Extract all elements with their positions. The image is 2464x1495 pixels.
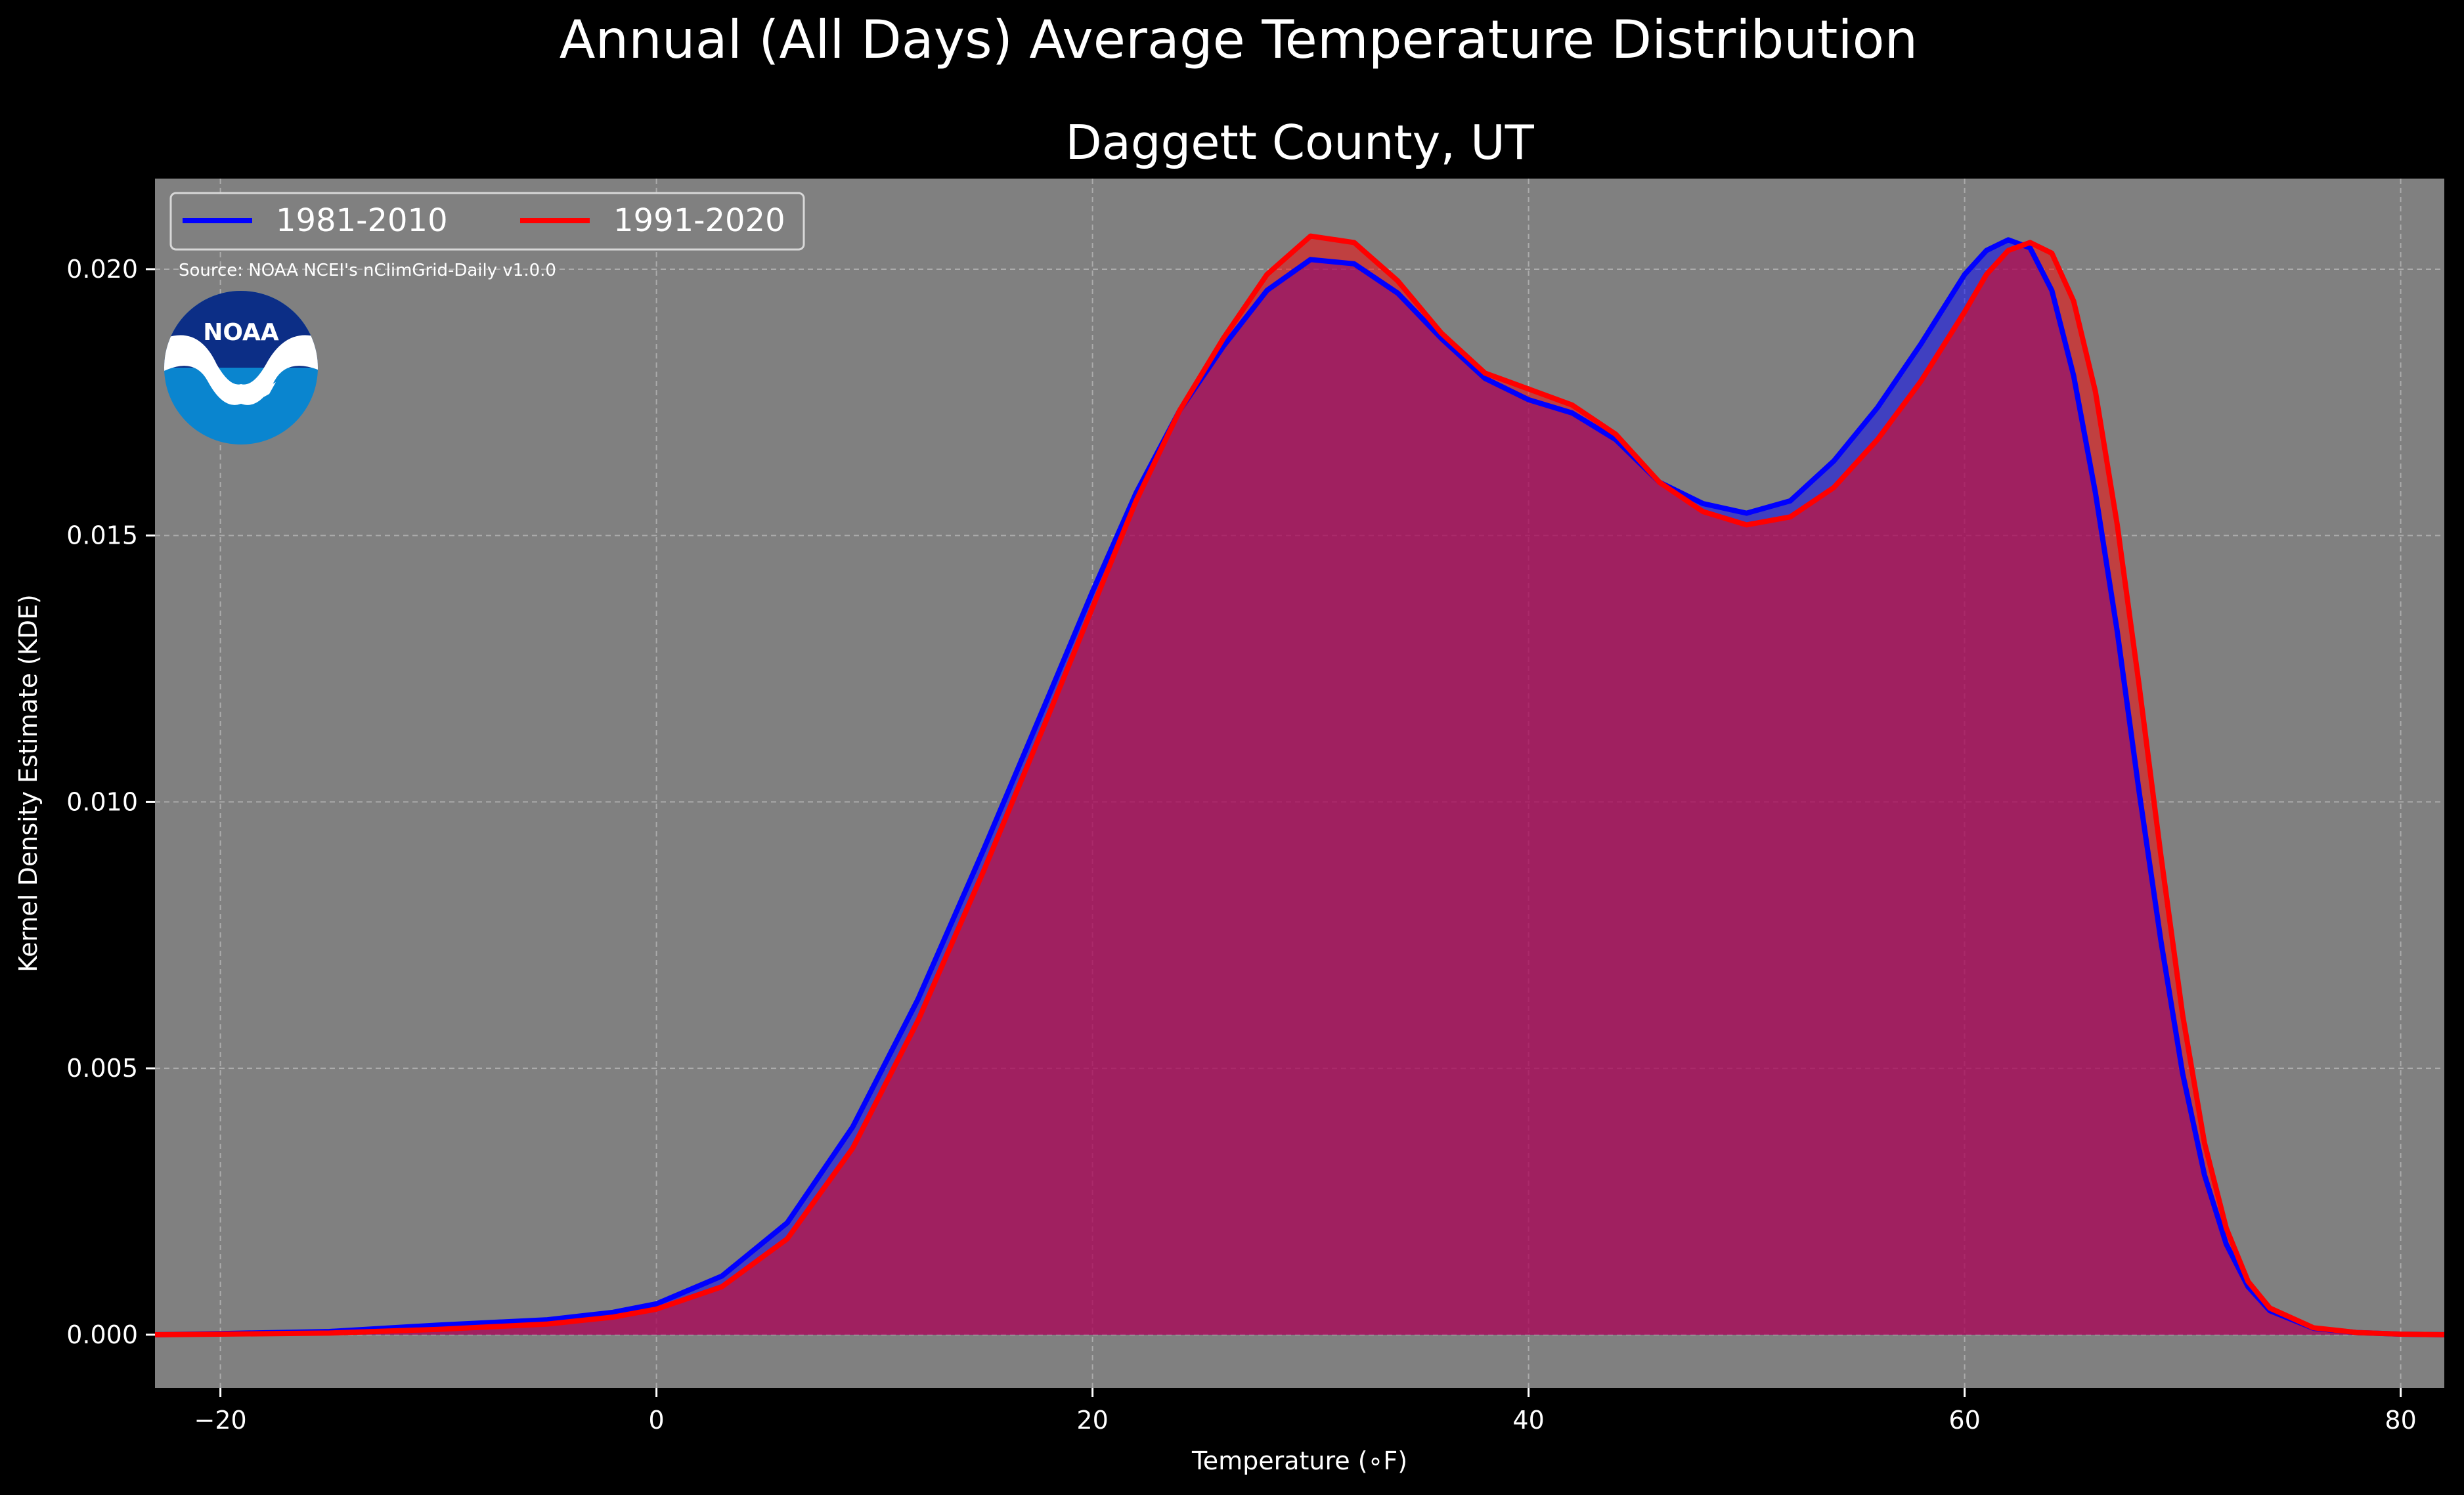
y-ticks: 0.000 0.005 0.010 0.015 0.020 bbox=[66, 255, 155, 1349]
x-axis-label: Temperature (∘F) bbox=[1191, 1446, 1407, 1475]
x-ticks: −20 0 20 40 60 80 bbox=[194, 1388, 2417, 1435]
legend-label-1991-2020: 1991-2020 bbox=[613, 202, 785, 239]
chart-title: Daggett County, UT bbox=[1065, 115, 1535, 170]
y-axis-label: Kernel Density Estimate (KDE) bbox=[14, 594, 43, 972]
source-note: Source: NOAA NCEI's nClimGrid-Daily v1.0… bbox=[179, 261, 556, 280]
legend-label-1981-2010: 1981-2010 bbox=[276, 202, 448, 239]
figure-suptitle: Annual (All Days) Average Temperature Di… bbox=[560, 9, 1918, 70]
y-tick-label: 0.020 bbox=[66, 255, 138, 284]
x-tick-label: 80 bbox=[2385, 1406, 2416, 1435]
y-tick-label: 0.010 bbox=[66, 787, 138, 816]
y-tick-label: 0.015 bbox=[66, 521, 138, 550]
legend-box bbox=[169, 192, 805, 251]
logo-text: NOAA bbox=[203, 319, 279, 346]
x-tick-label: −20 bbox=[194, 1406, 246, 1435]
series-line-1991-2020 bbox=[155, 233, 2444, 1337]
x-tick-label: 40 bbox=[1512, 1406, 1544, 1435]
x-tick-label: 0 bbox=[649, 1406, 665, 1435]
y-tick-label: 0.000 bbox=[66, 1320, 138, 1349]
series-fill-1991-2020 bbox=[155, 236, 2444, 1335]
noaa-logo: NOAA bbox=[164, 291, 318, 444]
x-tick-label: 20 bbox=[1076, 1406, 1108, 1435]
x-tick-label: 60 bbox=[1948, 1406, 1980, 1435]
legend: 1981-2010 1991-2020 bbox=[169, 192, 805, 251]
y-tick-label: 0.005 bbox=[66, 1054, 138, 1083]
